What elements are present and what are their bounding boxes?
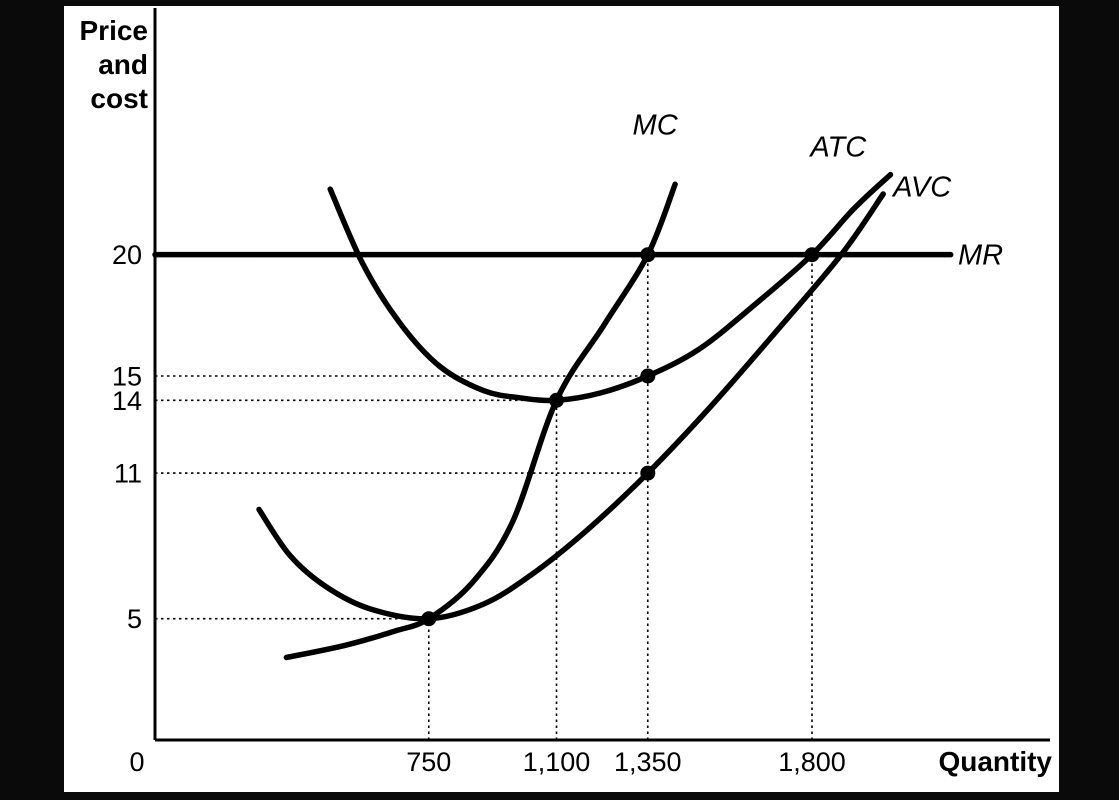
data-point (804, 247, 820, 263)
curve-label-mr: MR (958, 240, 1003, 272)
data-point (640, 247, 656, 263)
data-point (640, 368, 656, 384)
y-tick-label: 15 (112, 362, 142, 392)
x-tick-label: 750 (406, 747, 451, 777)
x-tick-label: 1,100 (523, 747, 591, 777)
y-axis-title-line1: Price (80, 15, 149, 46)
x-tick-label: 1,800 (778, 747, 846, 777)
data-point (549, 392, 564, 408)
data-point (421, 611, 437, 627)
y-axis-title-line3: cost (90, 83, 148, 114)
data-point (640, 465, 656, 481)
curve-label-atc: ATC (808, 131, 867, 163)
curve-label-avc: AVC (891, 171, 952, 203)
curve-label-mc: MC (633, 110, 679, 142)
origin-label: 0 (129, 747, 144, 777)
curve-mc (283, 181, 678, 661)
y-tick-label: 20 (112, 240, 142, 270)
x-tick-label: 1,350 (614, 747, 682, 777)
curve-avc (256, 191, 886, 622)
curve-atc (327, 171, 894, 404)
y-tick-label: 5 (127, 604, 142, 634)
y-tick-label: 11 (114, 459, 142, 489)
y-tick-label: 14 (112, 386, 142, 416)
x-axis-title: Quantity (938, 746, 1052, 777)
y-axis-title-line2: and (98, 49, 148, 80)
